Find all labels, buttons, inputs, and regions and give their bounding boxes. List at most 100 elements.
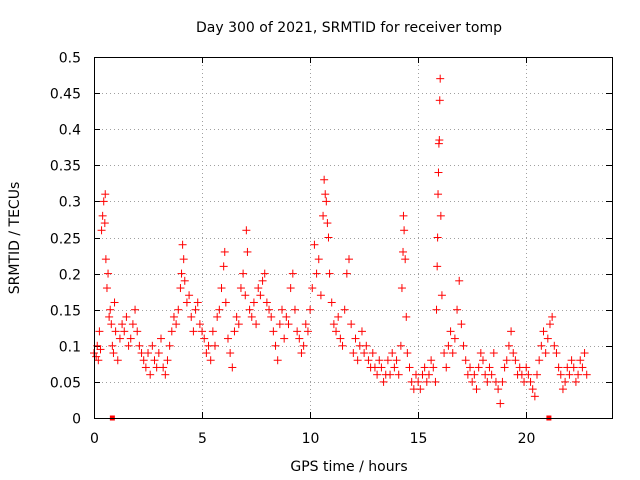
data-point (254, 284, 263, 293)
data-point (432, 305, 441, 314)
data-point (312, 269, 321, 278)
data-point (172, 320, 181, 329)
data-point (182, 298, 191, 307)
data-point (122, 312, 131, 321)
data-point (347, 320, 356, 329)
x-tick-label: 10 (302, 431, 320, 447)
y-tick-label: 0.5 (59, 51, 81, 67)
data-point (167, 327, 176, 336)
data-point (416, 385, 425, 394)
data-point (243, 247, 252, 256)
data-point (297, 349, 306, 358)
data-point (92, 352, 101, 361)
data-point (324, 233, 333, 242)
data-point (550, 341, 559, 350)
data-point (476, 349, 485, 358)
data-point (535, 356, 544, 365)
data-point (442, 363, 451, 372)
data-point (405, 363, 414, 372)
data-point (414, 377, 423, 386)
data-point (498, 377, 507, 386)
data-point (431, 377, 440, 386)
data-point (262, 298, 271, 307)
data-point (195, 320, 204, 329)
data-point (435, 136, 444, 145)
data-point (399, 247, 408, 256)
data-point (131, 305, 140, 314)
data-point (455, 276, 464, 285)
data-point (267, 312, 276, 321)
data-point (223, 334, 232, 343)
data-point (373, 370, 382, 379)
data-point (487, 370, 496, 379)
data-point (107, 320, 116, 329)
data-point (396, 341, 405, 350)
data-point (556, 370, 565, 379)
data-point (427, 356, 436, 365)
data-point (450, 334, 459, 343)
data-point (308, 284, 317, 293)
data-point (494, 385, 503, 394)
data-point (561, 377, 570, 386)
data-point (202, 349, 211, 358)
x-tick-label: 5 (198, 431, 207, 447)
data-point (353, 356, 362, 365)
data-point (247, 312, 256, 321)
data-point (578, 363, 587, 372)
data-point (96, 345, 105, 354)
data-point (208, 327, 217, 336)
data-point (434, 168, 443, 177)
data-point (232, 312, 241, 321)
data-point (548, 312, 557, 321)
data-point (128, 320, 137, 329)
y-tick-label: 0 (72, 412, 81, 428)
data-point (141, 363, 150, 372)
data-point (329, 320, 338, 329)
y-tick-label: 0.4 (59, 123, 81, 139)
data-point (448, 349, 457, 358)
data-point (379, 377, 388, 386)
data-point (383, 356, 392, 365)
data-point (215, 305, 224, 314)
data-point (478, 356, 487, 365)
data-point (165, 341, 174, 350)
data-point (144, 349, 153, 358)
data-point (386, 370, 395, 379)
data-point (336, 334, 345, 343)
data-point (115, 334, 124, 343)
data-point (342, 269, 351, 278)
data-point (236, 284, 245, 293)
data-point (539, 327, 548, 336)
data-point (299, 341, 308, 350)
data-point (390, 363, 399, 372)
data-point (106, 305, 115, 314)
data-point (453, 305, 462, 314)
data-point (332, 327, 341, 336)
data-point (466, 363, 475, 372)
data-point (228, 363, 237, 372)
data-point (580, 349, 589, 358)
data-point (275, 320, 284, 329)
data-point (571, 377, 580, 386)
data-point (104, 269, 113, 278)
data-point (485, 363, 494, 372)
data-point (101, 190, 110, 199)
data-point (94, 356, 103, 365)
data-point (420, 363, 429, 372)
data-point (334, 312, 343, 321)
data-point (375, 356, 384, 365)
data-point (221, 298, 230, 307)
data-point (242, 226, 251, 235)
data-point (582, 370, 591, 379)
data-point (338, 341, 347, 350)
data-point (193, 298, 202, 307)
data-point (472, 385, 481, 394)
data-point (124, 341, 133, 350)
plot-frame (94, 57, 613, 419)
data-point (288, 269, 297, 278)
y-tick-label: 0.35 (50, 159, 81, 175)
data-point (436, 74, 445, 83)
data-point (364, 356, 373, 365)
y-tick-label: 0.25 (50, 232, 81, 248)
